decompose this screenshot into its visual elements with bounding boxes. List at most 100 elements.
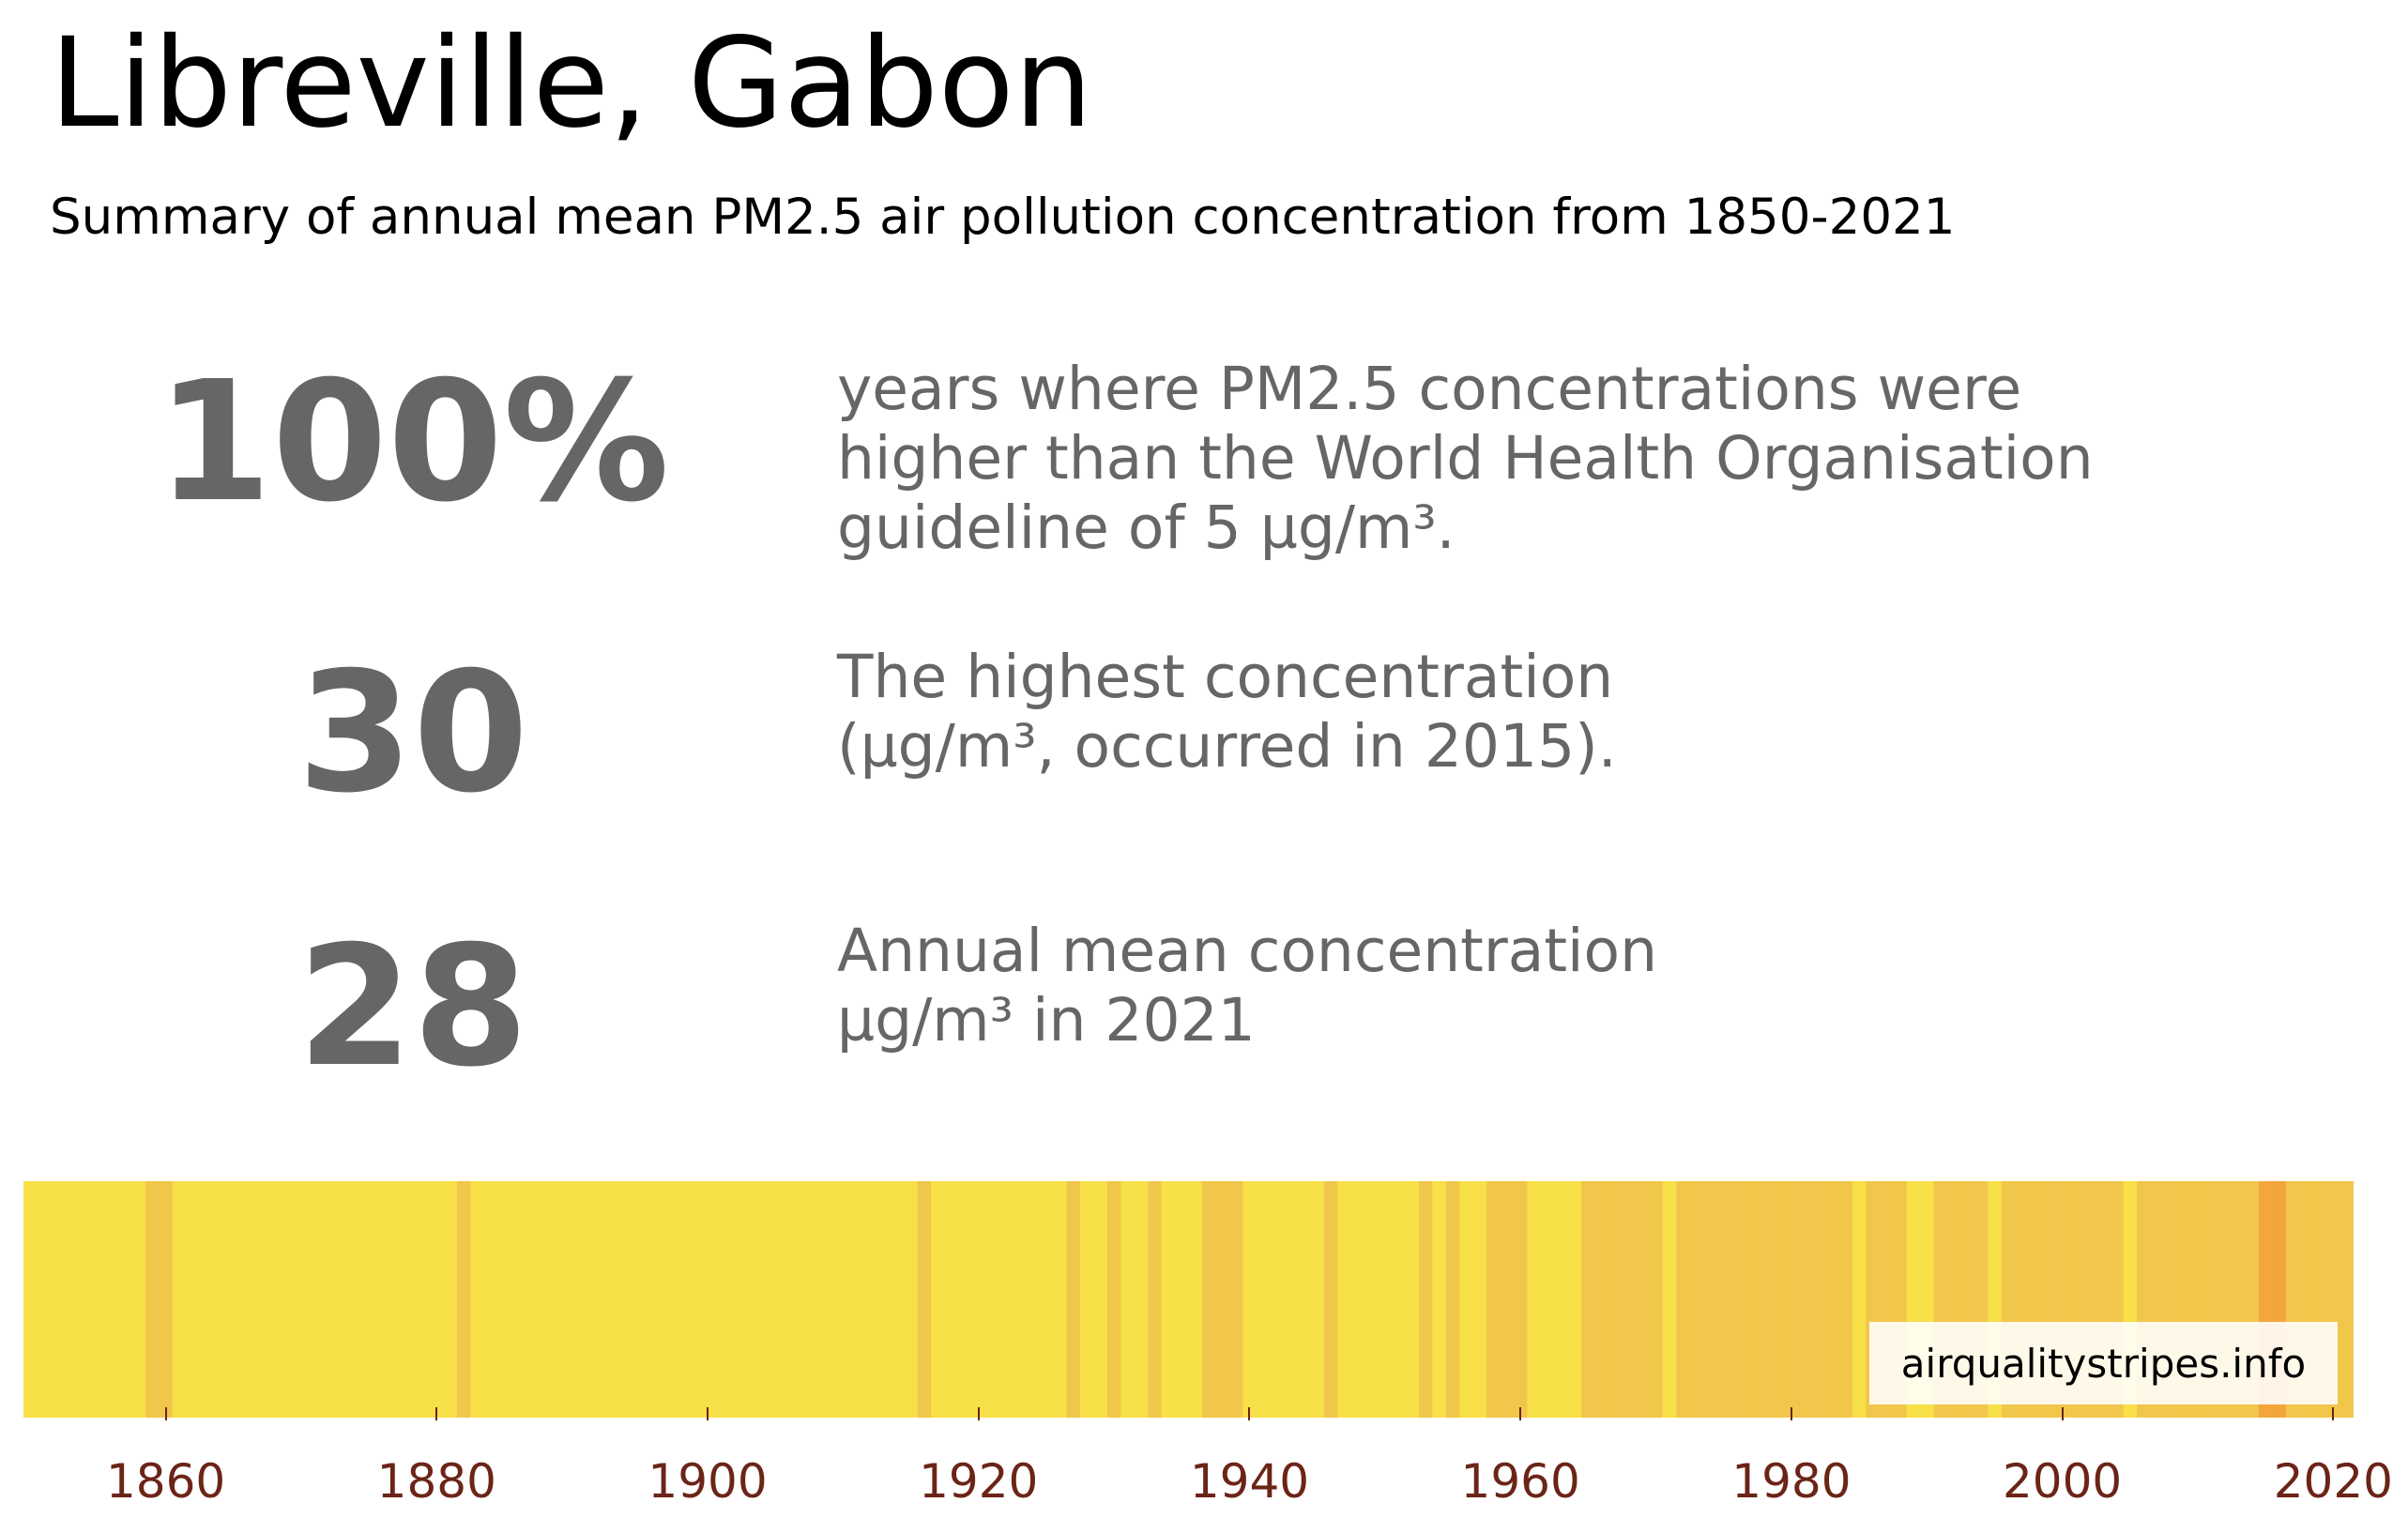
stripe-1934: [1161, 1181, 1176, 1418]
stripe-1973: [1689, 1181, 1704, 1418]
stripe-1943: [1283, 1181, 1298, 1418]
x-tick-mark: [1248, 1407, 1251, 1420]
stripe-1984: [1838, 1181, 1853, 1418]
stripe-1962: [1540, 1181, 1555, 1418]
stripe-1937: [1201, 1181, 1216, 1418]
stripe-1919: [958, 1181, 973, 1418]
stripe-1928: [1080, 1181, 1095, 1418]
stripe-1939: [1228, 1181, 1243, 1418]
stripe-1870: [294, 1181, 309, 1418]
stripe-1872: [321, 1181, 336, 1418]
stat-desc-line: µg/m³ in 2021: [837, 986, 1256, 1055]
stripe-1916: [917, 1181, 932, 1418]
stripe-1932: [1134, 1181, 1149, 1418]
stripe-1876: [375, 1181, 390, 1418]
stripe-2021: [2339, 1181, 2354, 1418]
x-axis: 1860 1880 1900 1920 1940 1960 1980 2000 2020: [0, 1407, 2408, 1518]
x-tick-label: 1940: [1189, 1454, 1310, 1509]
stripe-1969: [1635, 1181, 1650, 1418]
stripe-1923: [1012, 1181, 1027, 1418]
stripe-1877: [389, 1181, 404, 1418]
stripe-1874: [348, 1181, 363, 1418]
stripe-1966: [1594, 1181, 1609, 1418]
stripe-1950: [1378, 1181, 1393, 1418]
x-tick-mark: [435, 1407, 438, 1420]
stripe-1924: [1026, 1181, 1041, 1418]
stripe-1895: [632, 1181, 648, 1418]
stripe-1918: [944, 1181, 959, 1418]
stripe-1963: [1554, 1181, 1569, 1418]
chart-title: Libreville, Gabon: [50, 11, 1093, 156]
stripe-1940: [1242, 1181, 1257, 1418]
stat-desc-percent-above-guideline: years where PM2.5 concentrations were hi…: [837, 355, 2094, 563]
stripe-1899: [687, 1181, 702, 1418]
stripe-1936: [1188, 1181, 1203, 1418]
stripe-1959: [1500, 1181, 1515, 1418]
stripe-1886: [511, 1181, 526, 1418]
stripe-1897: [660, 1181, 675, 1418]
stripe-1967: [1608, 1181, 1623, 1418]
stripe-1964: [1567, 1181, 1582, 1418]
stripe-1863: [199, 1181, 214, 1418]
x-tick-mark: [977, 1407, 980, 1420]
stripe-1854: [77, 1181, 92, 1418]
stripe-1975: [1716, 1181, 1731, 1418]
stat-desc-annual-mean-2021: Annual mean concentration µg/m³ in 2021: [837, 917, 1657, 1055]
stat-desc-line: guideline of 5 µg/m³.: [837, 493, 1455, 562]
stripe-1949: [1364, 1181, 1379, 1418]
stripe-1878: [403, 1181, 418, 1418]
stripe-1873: [335, 1181, 350, 1418]
stripe-1985: [1852, 1181, 1867, 1418]
source-label: airqualitystripes.info: [1869, 1322, 2338, 1404]
x-tick-mark: [1790, 1407, 1792, 1420]
stripe-1888: [538, 1181, 553, 1418]
stripe-1905: [768, 1181, 784, 1418]
stripe-1981: [1798, 1181, 1813, 1418]
stripe-1942: [1270, 1181, 1285, 1418]
stat-desc-line: years where PM2.5 concentrations were: [837, 355, 2022, 423]
stripe-1850: [23, 1181, 38, 1418]
stripe-1875: [361, 1181, 376, 1418]
stripe-1956: [1459, 1181, 1474, 1418]
stripe-1945: [1310, 1181, 1325, 1418]
stripe-1909: [822, 1181, 837, 1418]
stripe-1910: [836, 1181, 851, 1418]
stripe-1900: [700, 1181, 715, 1418]
stripe-1858: [131, 1181, 146, 1418]
stripe-1907: [795, 1181, 810, 1418]
stripe-1957: [1472, 1181, 1487, 1418]
stripe-1978: [1757, 1181, 1772, 1418]
x-tick-label: 1920: [919, 1454, 1039, 1509]
stripe-1867: [253, 1181, 268, 1418]
stripe-1908: [809, 1181, 824, 1418]
stripe-1857: [118, 1181, 133, 1418]
stripe-1922: [998, 1181, 1013, 1418]
x-tick-label: 1980: [1731, 1454, 1852, 1509]
stripe-1925: [1039, 1181, 1054, 1418]
stripe-1879: [416, 1181, 431, 1418]
x-tick-label: 1960: [1460, 1454, 1580, 1509]
x-tick-label: 1880: [376, 1454, 496, 1509]
stripe-1882: [456, 1181, 471, 1418]
stripe-1902: [727, 1181, 742, 1418]
stripe-1933: [1148, 1181, 1163, 1418]
stripe-1921: [984, 1181, 999, 1418]
stripe-1883: [470, 1181, 485, 1418]
stripe-1859: [145, 1181, 160, 1418]
stripe-1913: [876, 1181, 892, 1418]
stat-desc-line: Annual mean concentration: [837, 917, 1658, 985]
stripe-1868: [267, 1181, 282, 1418]
stripe-1914: [890, 1181, 905, 1418]
stripe-1944: [1296, 1181, 1312, 1418]
stripe-1904: [754, 1181, 770, 1418]
stripe-1965: [1581, 1181, 1596, 1418]
stat-value-highest-concentration: 30: [297, 636, 529, 829]
stripe-1864: [213, 1181, 228, 1418]
x-tick-mark: [2061, 1407, 2064, 1420]
stripe-1971: [1662, 1181, 1677, 1418]
stripe-1898: [673, 1181, 688, 1418]
x-tick-mark: [2332, 1407, 2335, 1420]
stripe-1980: [1784, 1181, 1799, 1418]
stripe-1948: [1350, 1181, 1365, 1418]
stripe-1920: [971, 1181, 986, 1418]
